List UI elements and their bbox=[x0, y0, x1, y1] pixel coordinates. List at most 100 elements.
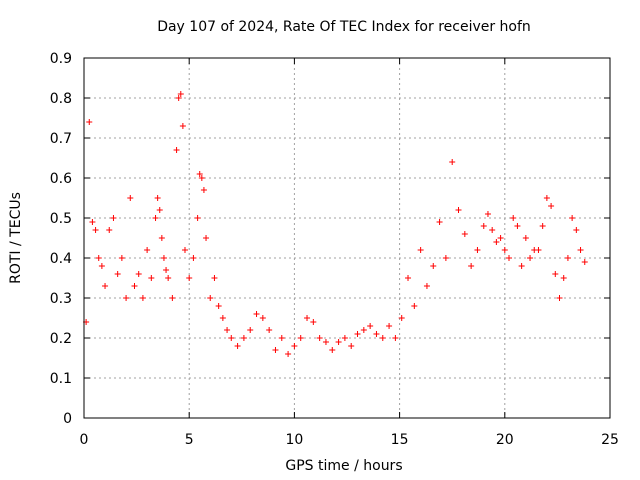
y-tick-label: 0.7 bbox=[50, 131, 72, 147]
data-point bbox=[392, 335, 399, 341]
data-point bbox=[89, 219, 96, 225]
y-tick-label: 0.1 bbox=[50, 371, 72, 387]
x-tick-label: 5 bbox=[185, 432, 194, 448]
data-point bbox=[335, 339, 342, 345]
data-point bbox=[266, 327, 273, 333]
data-point bbox=[190, 255, 197, 261]
x-tick-label: 10 bbox=[285, 432, 303, 448]
data-point bbox=[144, 247, 151, 253]
data-point bbox=[468, 263, 475, 269]
data-point bbox=[552, 271, 559, 277]
data-point bbox=[196, 171, 203, 177]
y-tick-label: 0.6 bbox=[50, 171, 72, 187]
data-point bbox=[497, 235, 504, 241]
data-point bbox=[154, 195, 161, 201]
data-point bbox=[127, 195, 134, 201]
y-axis-label: ROTI / TECUs bbox=[8, 192, 24, 284]
data-point bbox=[102, 283, 109, 289]
data-point bbox=[573, 227, 580, 233]
data-point bbox=[181, 247, 188, 253]
y-tick-label: 0.3 bbox=[50, 291, 72, 307]
y-tick-label: 0 bbox=[63, 411, 72, 427]
data-point bbox=[207, 295, 214, 301]
data-point bbox=[417, 247, 424, 253]
data-point bbox=[285, 351, 292, 357]
data-point bbox=[506, 255, 513, 261]
data-point bbox=[135, 271, 142, 277]
data-point bbox=[259, 315, 266, 321]
data-point bbox=[341, 335, 348, 341]
data-point bbox=[543, 195, 550, 201]
x-tick-label: 0 bbox=[80, 432, 89, 448]
chart-title: Day 107 of 2024, Rate Of TEC Index for r… bbox=[157, 19, 531, 35]
data-point bbox=[514, 223, 521, 229]
data-point bbox=[169, 295, 176, 301]
data-point bbox=[556, 295, 563, 301]
data-point bbox=[535, 247, 542, 253]
data-point bbox=[86, 119, 93, 125]
data-point bbox=[98, 263, 105, 269]
data-point bbox=[455, 207, 462, 213]
data-point bbox=[518, 263, 525, 269]
data-point bbox=[110, 215, 117, 221]
data-point bbox=[173, 147, 180, 153]
data-point bbox=[123, 295, 130, 301]
data-point bbox=[489, 227, 496, 233]
data-point bbox=[522, 235, 529, 241]
data-point bbox=[548, 203, 555, 209]
y-tick-label: 0.5 bbox=[50, 211, 72, 227]
x-tick-label: 15 bbox=[391, 432, 409, 448]
data-point bbox=[461, 231, 468, 237]
data-point bbox=[501, 247, 508, 253]
data-point bbox=[436, 219, 443, 225]
y-tick-label: 0.8 bbox=[50, 91, 72, 107]
data-point bbox=[474, 247, 481, 253]
data-point bbox=[92, 227, 99, 233]
data-point bbox=[106, 227, 113, 233]
data-point bbox=[354, 331, 361, 337]
data-point bbox=[348, 343, 355, 349]
data-point bbox=[215, 303, 222, 309]
data-point bbox=[373, 331, 380, 337]
data-point bbox=[449, 159, 456, 165]
data-point bbox=[367, 323, 374, 329]
data-point bbox=[442, 255, 449, 261]
data-point bbox=[165, 275, 172, 281]
data-point bbox=[398, 315, 405, 321]
data-point bbox=[131, 283, 138, 289]
data-point bbox=[95, 255, 102, 261]
data-point bbox=[224, 327, 231, 333]
data-point bbox=[152, 215, 159, 221]
data-point bbox=[177, 91, 184, 97]
data-point bbox=[278, 335, 285, 341]
y-tick-label: 0.2 bbox=[50, 331, 72, 347]
data-point bbox=[297, 335, 304, 341]
data-point bbox=[480, 223, 487, 229]
data-point bbox=[114, 271, 121, 277]
y-axis-ticks: 0 0.1 0.2 0.3 0.4 0.5 0.6 0.7 0.8 0.9 bbox=[50, 51, 610, 427]
data-point bbox=[423, 283, 430, 289]
data-point bbox=[194, 215, 201, 221]
data-point bbox=[430, 263, 437, 269]
data-point bbox=[493, 239, 500, 245]
data-point bbox=[228, 335, 235, 341]
data-point bbox=[156, 207, 163, 213]
data-point bbox=[160, 255, 167, 261]
data-point bbox=[253, 311, 260, 317]
data-point bbox=[234, 343, 241, 349]
data-point bbox=[322, 339, 329, 345]
data-point bbox=[510, 215, 517, 221]
data-point bbox=[386, 323, 393, 329]
data-point bbox=[240, 335, 247, 341]
data-point bbox=[272, 347, 279, 353]
y-tick-label: 0.4 bbox=[50, 251, 72, 267]
data-point bbox=[158, 235, 165, 241]
data-point bbox=[577, 247, 584, 253]
data-point bbox=[581, 259, 588, 265]
data-point bbox=[163, 267, 170, 273]
data-point bbox=[329, 347, 336, 353]
data-point bbox=[203, 235, 210, 241]
data-point bbox=[139, 295, 146, 301]
data-point bbox=[560, 275, 567, 281]
